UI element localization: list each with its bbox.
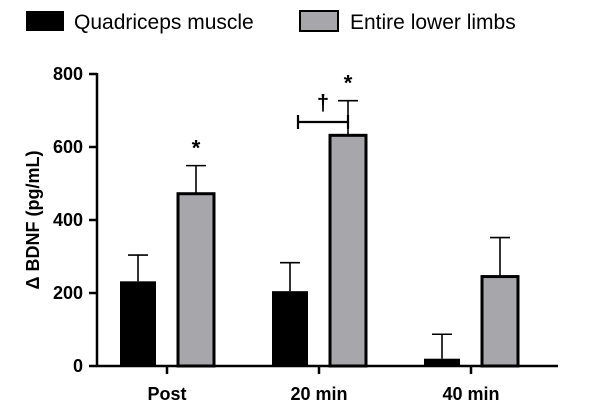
y-axis-label: Δ BDNF (pg/mL) [23, 151, 43, 290]
x-tick-label: Post [147, 384, 186, 404]
significance-asterisk: * [344, 71, 353, 96]
legend-label-entire-lower-limbs: Entire lower limbs [350, 11, 516, 34]
legend-swatch-quadriceps [26, 11, 64, 31]
significance-asterisk: * [192, 136, 201, 161]
y-tick-label: 400 [53, 210, 83, 230]
x-tick-label: 20 min [290, 384, 347, 404]
y-tick-label: 600 [53, 137, 83, 157]
y-tick-label: 200 [53, 283, 83, 303]
bar-entire-lower-limbs [176, 192, 216, 368]
y-axis: 0 200 400 600 800 [53, 64, 99, 376]
y-tick-label: 800 [53, 64, 83, 84]
x-tick-label: 40 min [442, 384, 499, 404]
legend-label-quadriceps: Quadriceps muscle [74, 11, 254, 34]
bar-quadriceps [272, 291, 308, 366]
bar-quadriceps [120, 281, 156, 366]
x-axis: Post 20 min 40 min [96, 364, 558, 404]
bars [120, 99, 520, 368]
bar-entire-lower-limbs [480, 275, 520, 368]
bar-entire-lower-limbs [328, 133, 368, 368]
legend-swatch-entire-lower-limbs [299, 10, 339, 32]
legend: Quadriceps muscle Entire lower limbs [26, 10, 516, 34]
significance-dagger: † [317, 90, 329, 115]
annotations: * * † [192, 71, 353, 161]
y-tick-label: 0 [73, 356, 83, 376]
bar-quadriceps [424, 358, 460, 366]
